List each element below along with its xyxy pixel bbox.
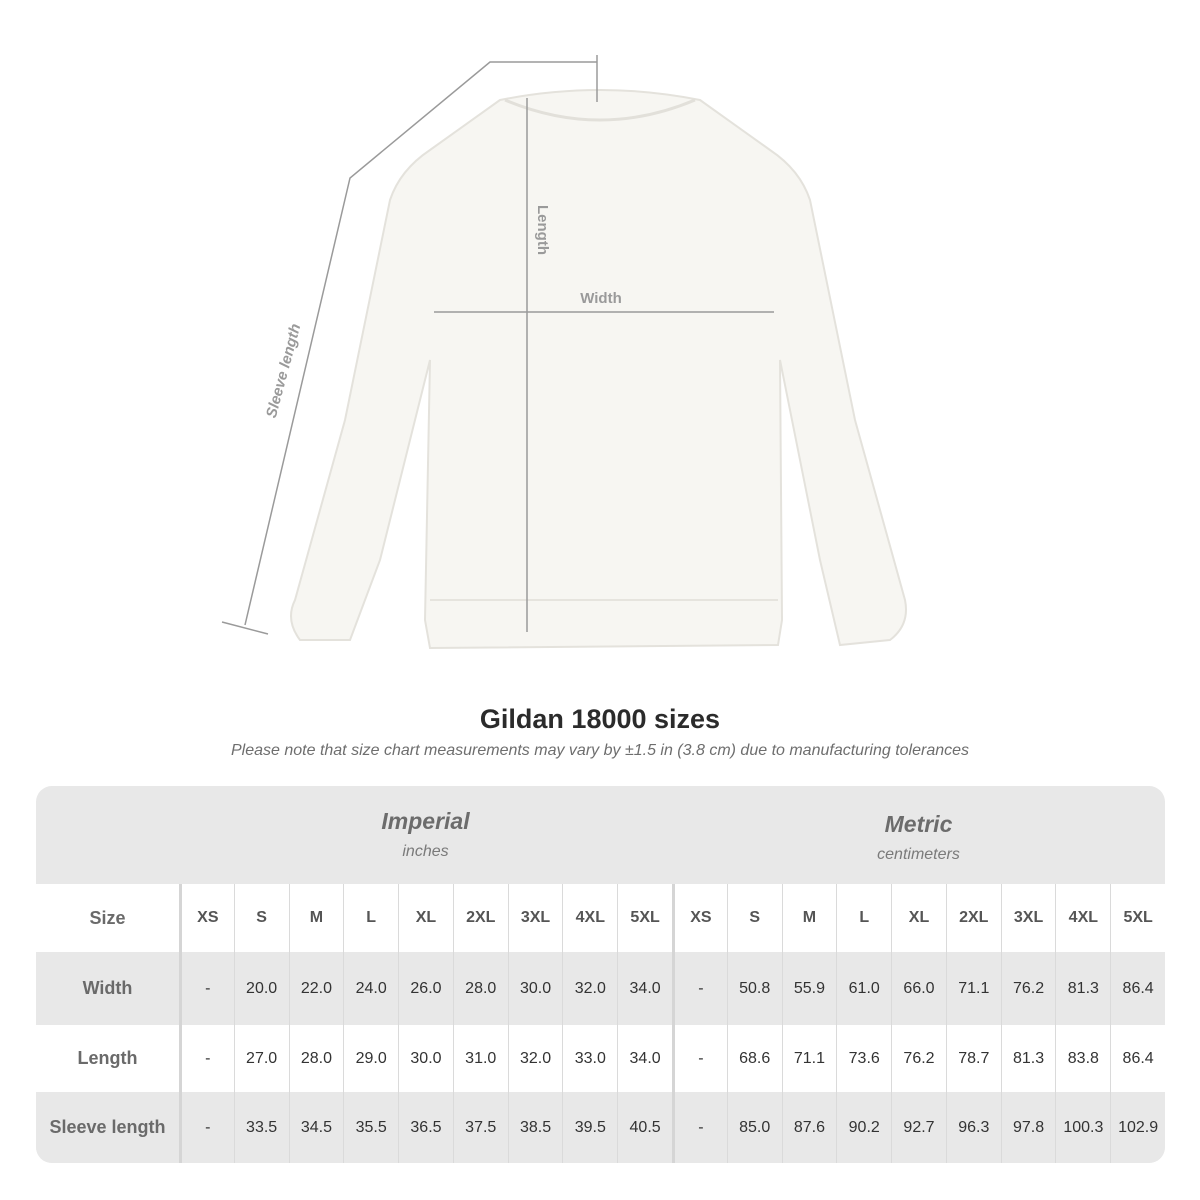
- size-header-cell: 2XL: [452, 884, 508, 952]
- table-cell: 86.4: [1110, 952, 1165, 1025]
- table-cell: 24.0: [343, 952, 398, 1025]
- table-cell: 28.0: [452, 952, 508, 1025]
- size-header-cell: M: [288, 884, 344, 952]
- table-cell: 40.5: [617, 1092, 672, 1163]
- metric-header: Metric centimeters: [672, 786, 1165, 884]
- table-cell: -: [178, 952, 234, 1025]
- table-cell: 38.5: [507, 1092, 563, 1163]
- table-cell: 71.1: [781, 1025, 837, 1092]
- width-label: Width: [580, 290, 622, 307]
- table-cell: 81.3: [1055, 952, 1110, 1025]
- table-cell: 61.0: [836, 952, 891, 1025]
- size-header-cell: M: [781, 884, 837, 952]
- table-cell: 39.5: [562, 1092, 617, 1163]
- size-header-cell: L: [836, 884, 891, 952]
- row-label: Length: [77, 1048, 138, 1068]
- row-label: Sleeve length: [49, 1117, 166, 1137]
- size-header-cell: S: [233, 884, 289, 952]
- size-header-cell: 3XL: [1000, 884, 1056, 952]
- table-cell: 81.3: [1000, 1025, 1056, 1092]
- table-cell: 32.0: [562, 952, 617, 1025]
- table-cell: 35.5: [343, 1092, 398, 1163]
- table-cell: -: [178, 1025, 234, 1092]
- table-cell: 22.0: [288, 952, 344, 1025]
- table-cell: 92.7: [891, 1092, 946, 1163]
- table-cell: 37.5: [452, 1092, 508, 1163]
- table-cell: -: [671, 1092, 727, 1163]
- imperial-unit: inches: [402, 843, 449, 860]
- imperial-header: Imperial inches: [179, 786, 672, 884]
- table-cell: -: [671, 1025, 727, 1092]
- size-header-cell: 3XL: [507, 884, 563, 952]
- table-cell: 33.0: [562, 1025, 617, 1092]
- size-header-cell: 4XL: [562, 884, 617, 952]
- size-table: Imperial inches Metric centimeters Size X…: [36, 786, 1165, 1163]
- table-cell: 30.0: [507, 952, 563, 1025]
- size-header-cell: 5XL: [617, 884, 672, 952]
- table-cell: 71.1: [945, 952, 1001, 1025]
- table-cell: 36.5: [398, 1092, 453, 1163]
- size-header-cell: 4XL: [1055, 884, 1110, 952]
- table-cell: 90.2: [836, 1092, 891, 1163]
- table-cell: 26.0: [398, 952, 453, 1025]
- table-cell: 50.8: [726, 952, 782, 1025]
- table-cell: 97.8: [1000, 1092, 1056, 1163]
- table-cell: -: [671, 952, 727, 1025]
- length-label: Length: [534, 205, 551, 255]
- sweatshirt-image: [290, 89, 907, 650]
- table-cell: 86.4: [1110, 1025, 1165, 1092]
- row-label: Size: [89, 907, 126, 928]
- sleeve-length-label: Sleeve length: [263, 322, 304, 420]
- table-cell: 85.0: [726, 1092, 782, 1163]
- table-cell: 83.8: [1055, 1025, 1110, 1092]
- row-label: Width: [82, 978, 133, 998]
- table-cell: 32.0: [507, 1025, 563, 1092]
- imperial-label: Imperial: [381, 808, 470, 834]
- measure-lines: [221, 55, 774, 635]
- size-header-cell: 2XL: [945, 884, 1001, 952]
- table-row: Sleeve length -33.5 34.5 35.5 36.5 37.5 38.5 39…: [36, 1092, 1165, 1163]
- table-cell: 102.9: [1110, 1092, 1165, 1163]
- table-row: Width -20.0 22.0 24.0 26.0 28.0 30.0 32.0 34.0-5…: [36, 952, 1165, 1025]
- size-header-cell: S: [726, 884, 782, 952]
- sweatshirt-illustration: Length Width Sleeve length: [221, 55, 907, 650]
- table-cell: -: [178, 1092, 234, 1163]
- table-cell: 87.6: [781, 1092, 837, 1163]
- table-cell: 31.0: [452, 1025, 508, 1092]
- table-cell: 34.5: [288, 1092, 344, 1163]
- table-cell: 29.0: [343, 1025, 398, 1092]
- size-header-cell: XS: [178, 884, 234, 952]
- table-cell: 55.9: [781, 952, 837, 1025]
- size-header-cell: XL: [891, 884, 946, 952]
- table-cell: 76.2: [1000, 952, 1056, 1025]
- page-title: Gildan 18000 sizes: [479, 704, 721, 734]
- table-cell: 68.6: [726, 1025, 782, 1092]
- table-cell: 100.3: [1055, 1092, 1110, 1163]
- size-header-cell: XL: [398, 884, 453, 952]
- table-cell: 30.0: [398, 1025, 453, 1092]
- table-cell: 34.0: [617, 952, 672, 1025]
- table-cell: 28.0: [288, 1025, 344, 1092]
- tolerance-note: Please note that size chart measurements…: [230, 742, 970, 759]
- table-cell: 78.7: [945, 1025, 1001, 1092]
- metric-unit: centimeters: [877, 846, 960, 863]
- size-header-row: Size XS S M L XL 2XL 3XL 4XL 5XL XS S M L XL 2XL 3XL 4XL 5…: [36, 884, 1165, 952]
- table-cell: 20.0: [233, 952, 289, 1025]
- table-cell: 76.2: [891, 1025, 946, 1092]
- metric-label: Metric: [884, 811, 953, 837]
- table-row: Length -27.0 28.0 29.0 30.0 31.0 32.0 33.0 34.0-…: [36, 1025, 1165, 1092]
- table-cell: 73.6: [836, 1025, 891, 1092]
- size-header-cell: L: [343, 884, 398, 952]
- table-cell: 96.3: [945, 1092, 1001, 1163]
- size-header-cell: XS: [671, 884, 727, 952]
- table-cell: 66.0: [891, 952, 946, 1025]
- table-cell: 33.5: [233, 1092, 289, 1163]
- table-cell: 34.0: [617, 1025, 672, 1092]
- size-header-cell: 5XL: [1110, 884, 1165, 952]
- table-cell: 27.0: [233, 1025, 289, 1092]
